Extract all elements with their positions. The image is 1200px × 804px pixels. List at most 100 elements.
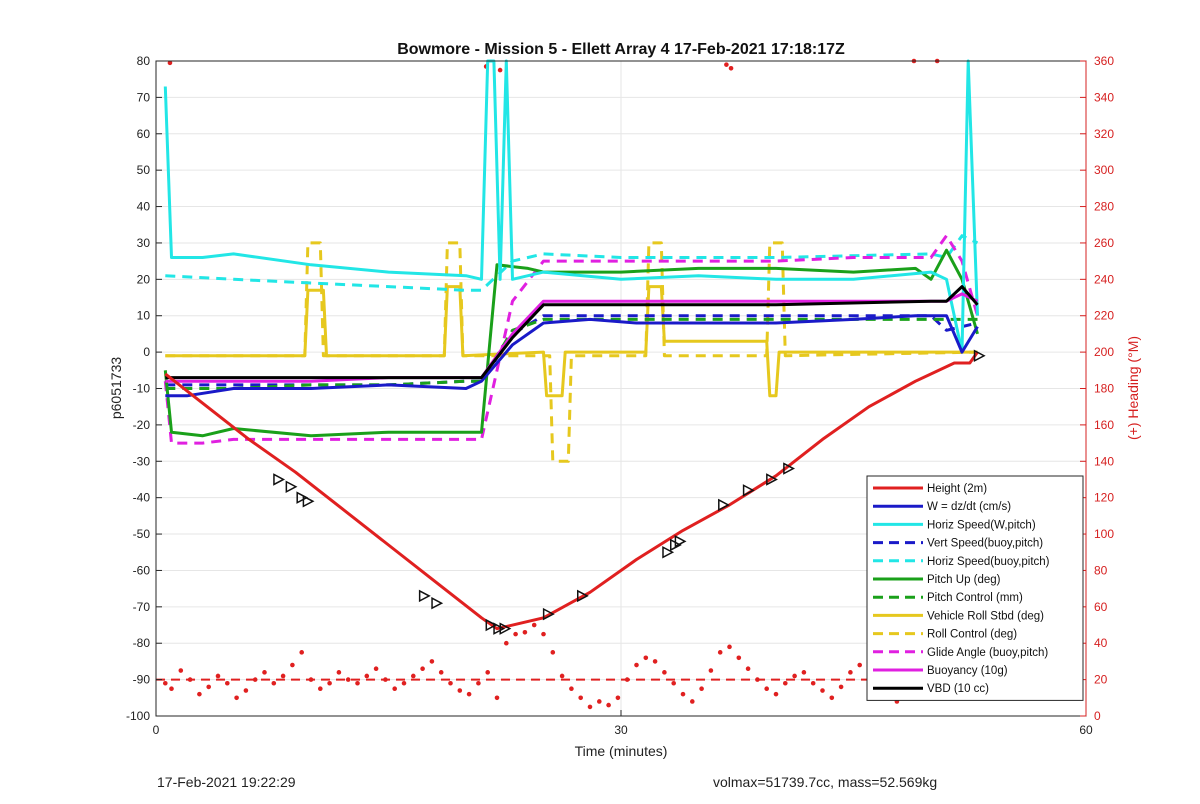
heading-point	[773, 691, 779, 697]
legend-entry: W = dz/dt (cm/s)	[927, 501, 1011, 513]
y-tick-label: 60	[137, 127, 151, 141]
heading-point	[736, 655, 742, 661]
direction-marker	[493, 622, 506, 635]
heading-point	[578, 695, 583, 701]
heading-point	[234, 695, 239, 701]
heading-point	[522, 630, 528, 635]
heading-point	[290, 662, 295, 668]
y-tick-label: 0	[143, 345, 150, 359]
heading-point	[457, 688, 463, 693]
direction-marker	[296, 491, 309, 504]
y-tick-label: 20	[137, 272, 151, 286]
heading-point	[336, 670, 342, 675]
y2-tick-label: 160	[1094, 418, 1114, 432]
heading-point	[308, 677, 314, 682]
heading-point	[215, 673, 221, 679]
y-tick-label: -20	[133, 418, 151, 432]
footer-date: 17-Feb-2021 19:22:29	[157, 774, 296, 790]
heading-point	[243, 688, 249, 693]
heading-point	[420, 666, 425, 671]
legend-entry: Vert Speed(buoy,pitch)	[927, 538, 1043, 550]
heading-point	[597, 699, 602, 704]
heading-point	[829, 695, 835, 701]
x-tick-label: 60	[1079, 723, 1093, 737]
heading-point	[724, 62, 729, 67]
series-line	[163, 234, 979, 445]
y-tick-label: -40	[133, 491, 151, 505]
heading-point	[466, 691, 472, 697]
heading-point	[364, 673, 370, 679]
y-tick-label: -80	[133, 636, 151, 650]
legend-entry: VBD (10 cc)	[927, 683, 989, 695]
heading-point	[494, 695, 500, 701]
heading-point	[178, 668, 184, 673]
legend-box	[866, 475, 1084, 701]
y2-tick-label: 0	[1094, 709, 1101, 723]
direction-marker	[285, 480, 298, 493]
y-tick-label: 30	[137, 236, 151, 250]
heading-point	[708, 668, 714, 673]
heading-point	[429, 659, 435, 664]
heading-point	[587, 704, 593, 710]
y2-tick-label: 180	[1094, 382, 1114, 396]
direction-marker	[273, 473, 286, 486]
heading-point	[355, 680, 360, 686]
heading-point	[662, 670, 667, 675]
heading-point	[606, 702, 611, 708]
heading-point	[497, 67, 503, 73]
direction-marker	[302, 495, 315, 508]
heading-point	[820, 688, 825, 693]
heading-point	[169, 686, 174, 692]
direction-marker	[542, 607, 555, 621]
y-tick-label: -60	[133, 563, 151, 577]
series-line	[165, 285, 978, 398]
y2-tick-label: 220	[1094, 309, 1114, 323]
heading-point	[792, 673, 797, 679]
series-line	[165, 285, 979, 380]
heading-point	[197, 691, 202, 697]
footer-mass: volmax=51739.7cc, mass=52.569kg	[713, 774, 938, 790]
heading-point	[280, 673, 286, 679]
heading-point	[531, 622, 537, 628]
direction-marker	[485, 618, 498, 632]
legend-entry: Horiz Speed(buoy,pitch)	[927, 556, 1050, 568]
y2-tick-label: 60	[1094, 600, 1108, 614]
direction-marker	[674, 535, 687, 548]
y2-tick-label: 100	[1094, 527, 1114, 541]
heading-point	[559, 673, 565, 679]
y-tick-label: -100	[126, 709, 150, 723]
direction-marker	[973, 349, 986, 362]
heading-point	[271, 680, 277, 686]
heading-point	[615, 695, 621, 701]
y2-tick-label: 140	[1094, 454, 1114, 468]
heading-point	[624, 677, 630, 682]
direction-marker	[742, 484, 755, 497]
heading-point	[727, 644, 732, 650]
heading-point	[838, 684, 844, 690]
y-tick-label: 50	[137, 163, 151, 177]
direction-marker	[418, 589, 431, 603]
heading-point	[745, 666, 751, 671]
heading-point	[783, 680, 788, 686]
y2-tick-label: 280	[1094, 200, 1114, 214]
heading-point	[634, 662, 639, 668]
heading-point	[187, 677, 193, 682]
y2-tick-label: 320	[1094, 127, 1114, 141]
y-tick-label: 40	[137, 200, 151, 214]
y-tick-label: -10	[133, 382, 151, 396]
heading-point	[373, 666, 379, 671]
y2-tick-label: 240	[1094, 272, 1114, 286]
heading-point	[550, 650, 556, 655]
series-line	[164, 351, 979, 631]
y2-tick-label: 200	[1094, 345, 1114, 359]
heading-point	[167, 60, 173, 66]
heading-point	[643, 655, 649, 661]
heading-point	[652, 659, 658, 664]
y2-axis-label: (+) Heading (°M)	[1125, 336, 1141, 440]
heading-point	[327, 680, 332, 686]
series-line	[163, 248, 979, 438]
heading-point	[476, 680, 481, 686]
heading-point	[728, 65, 734, 71]
series-layer	[163, 59, 979, 631]
heading-point	[848, 670, 853, 675]
